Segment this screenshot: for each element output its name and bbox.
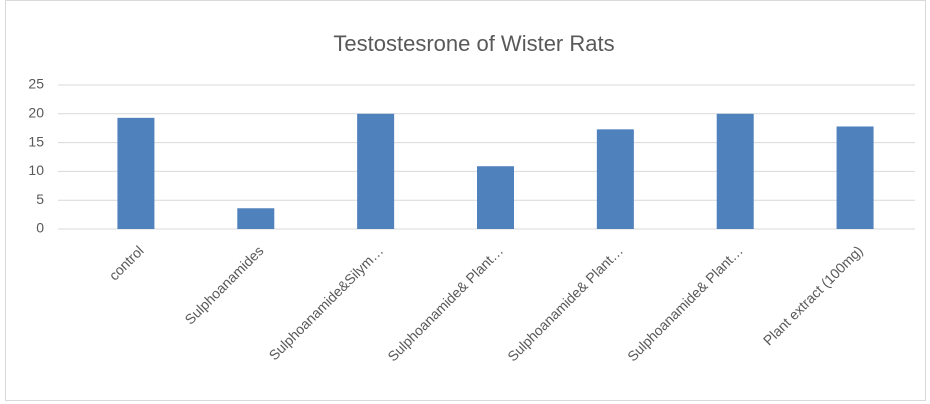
bar — [117, 117, 155, 229]
y-tick-label: 15 — [28, 133, 44, 149]
bar — [477, 166, 514, 229]
y-tick-label: 5 — [36, 191, 44, 207]
bar — [237, 208, 275, 229]
bar — [596, 129, 634, 229]
y-tick-label: 0 — [36, 220, 44, 236]
bar — [836, 126, 874, 229]
bar — [716, 113, 754, 229]
y-tick-label: 25 — [28, 76, 44, 92]
bar — [357, 113, 395, 229]
chart-title: Testostesrone of Wister Rats — [333, 31, 614, 56]
y-tick-label: 10 — [28, 162, 44, 178]
y-tick-label: 20 — [28, 105, 44, 121]
